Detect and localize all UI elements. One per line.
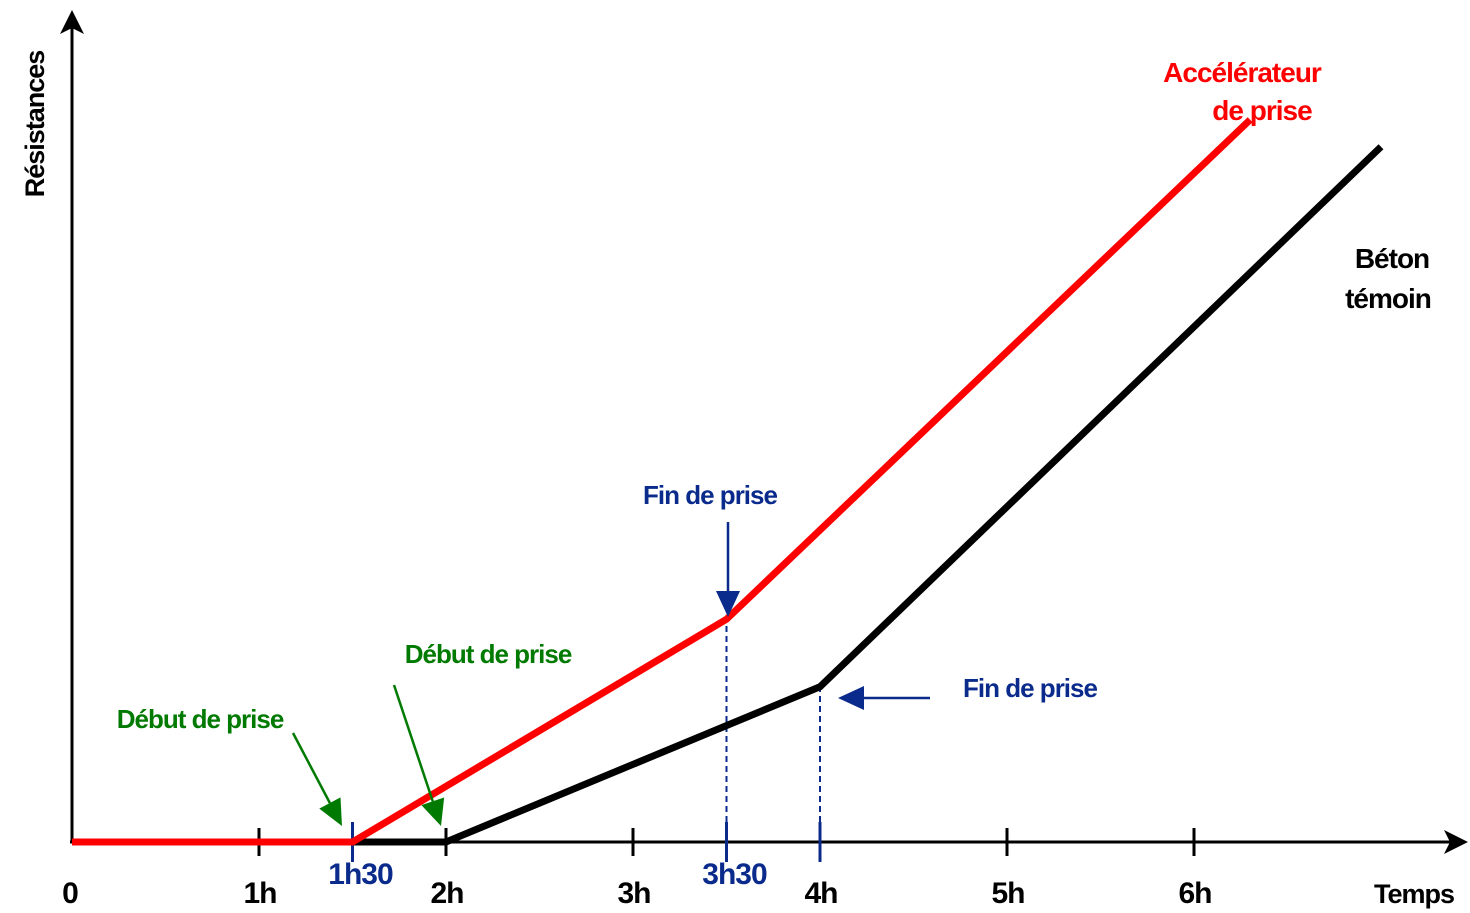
y-axis-title: Résistances (20, 51, 50, 198)
marker-label-1: 3h30 (702, 858, 767, 891)
series-label-accelerated: Accélérateur de prise (1163, 57, 1323, 126)
x-tick-label-5: 5h (991, 877, 1024, 910)
annotation-arrowhead-0 (319, 797, 342, 826)
annotation-label-2: Fin de prise (643, 480, 777, 510)
x-tick-label-4: 4h (804, 877, 837, 910)
x-tick-labels: 0 1h 2h 3h 4h 5h 6h (62, 877, 1212, 910)
x-tick-label-6: 6h (1178, 877, 1211, 910)
x-axis-arrowhead (1444, 830, 1468, 854)
x-tick-label-1: 1h (243, 877, 276, 910)
y-axis-arrowhead (60, 10, 84, 34)
marker-label-0: 1h30 (328, 858, 393, 891)
annotation-label-3: Fin de prise (963, 673, 1097, 703)
series-label-accelerated-line2: de prise (1212, 95, 1312, 126)
annotation-arrowhead-2 (716, 591, 740, 617)
annotation-arrowhead-3 (838, 686, 864, 710)
series-label-control-line2: témoin (1345, 283, 1431, 314)
annotation-label-1: Début de prise (405, 639, 572, 669)
annotation-arrow-1 (392, 684, 434, 802)
x-tick-label-0: 0 (62, 877, 78, 910)
x-axis-title: Temps (1374, 879, 1454, 909)
series-label-control: Béton témoin (1345, 243, 1432, 314)
series-label-control-line1: Béton (1355, 243, 1429, 274)
x-tick-label-2: 2h (430, 877, 463, 910)
series-label-accelerated-line1: Accélérateur (1163, 57, 1322, 88)
annotation-arrow-0 (291, 732, 331, 804)
x-tick-label-3: 3h (617, 877, 650, 910)
annotation-arrowhead-1 (421, 797, 445, 826)
time-markers: 1h30 3h30 (328, 619, 822, 891)
series-lines (72, 117, 1384, 846)
annotation-label-0: Début de prise (117, 704, 284, 734)
series-line-accelerated (72, 117, 1253, 846)
annotations: Début de prise Début de prise Fin de prise… (117, 480, 1098, 826)
